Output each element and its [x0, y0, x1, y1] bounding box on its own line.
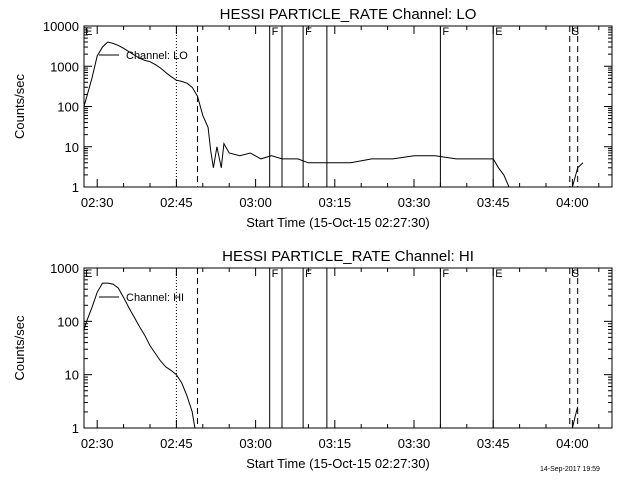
annotation-label: S	[572, 26, 579, 38]
x-tick-label: 04:00	[556, 195, 589, 210]
x-tick-label: 02:45	[160, 436, 193, 451]
annotation-label: F	[442, 268, 449, 280]
y-tick-label: 100	[57, 100, 79, 115]
annotation-label: E	[495, 268, 502, 280]
x-tick-label: 03:30	[398, 195, 431, 210]
legend-entry: Channel: HI	[126, 292, 184, 304]
x-tick-label: 03:15	[319, 195, 352, 210]
x-tick-label: 03:00	[239, 195, 272, 210]
x-tick-label: 03:45	[477, 195, 510, 210]
x-tick-label: 02:30	[81, 195, 114, 210]
annotation-label: F	[272, 268, 279, 280]
y-tick-label: 10000	[43, 19, 79, 34]
y-axis-label: Counts/sec	[12, 315, 27, 381]
plot-frame	[83, 267, 613, 429]
series-line	[571, 406, 579, 429]
series-line	[83, 282, 196, 429]
series-line	[83, 41, 584, 188]
y-tick-label: 10	[65, 140, 79, 155]
x-tick-label: 03:00	[239, 436, 272, 451]
y-tick-label: 1000	[50, 261, 79, 276]
y-tick-label: 10	[65, 368, 79, 383]
x-tick-label: 04:00	[556, 436, 589, 451]
corner-mark: E	[85, 26, 92, 38]
annotation-label: F	[305, 268, 312, 280]
x-axis-label: Start Time (15-Oct-15 02:27:30)	[246, 456, 430, 471]
y-axis-label: Counts/sec	[12, 73, 27, 139]
corner-mark: E	[85, 268, 92, 280]
x-tick-label: 02:45	[160, 195, 193, 210]
legend-entry: Channel: LO	[126, 50, 188, 62]
annotation-label: F	[272, 26, 279, 38]
x-tick-label: 03:45	[477, 436, 510, 451]
x-tick-label: 03:30	[398, 436, 431, 451]
footer-timestamp: 14-Sep-2017 19:59	[540, 466, 600, 473]
annotation-label: F	[442, 26, 449, 38]
chart-title: HESSI PARTICLE_RATE Channel: LO	[220, 6, 477, 23]
y-tick-label: 1000	[50, 59, 79, 74]
y-tick-label: 1	[72, 180, 79, 195]
x-tick-label: 03:15	[319, 436, 352, 451]
y-tick-label: 100	[57, 314, 79, 329]
y-tick-label: 1	[72, 421, 79, 436]
annotation-label: S	[572, 268, 579, 280]
x-axis-label: Start Time (15-Oct-15 02:27:30)	[246, 215, 430, 230]
annotation-label: F	[305, 26, 312, 38]
annotation-label: E	[495, 26, 502, 38]
x-tick-label: 02:30	[81, 436, 114, 451]
chart-title: HESSI PARTICLE_RATE Channel: HI	[222, 248, 474, 265]
